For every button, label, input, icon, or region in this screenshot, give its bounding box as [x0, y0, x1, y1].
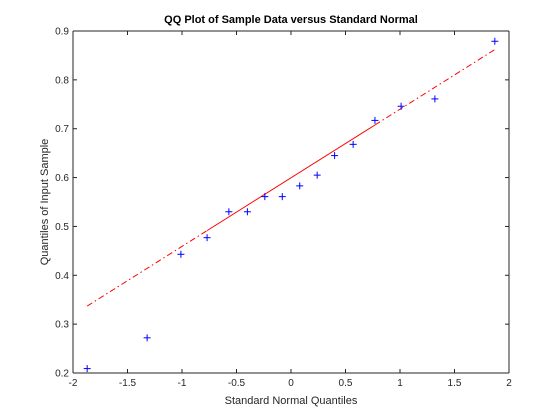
x-tick-label: 0 — [288, 378, 294, 389]
x-tick-label: -1 — [178, 378, 187, 389]
y-ticks-group: 0.2 0.3 0.4 0.5 0.6 0.7 0.8 0.9 — [55, 27, 509, 380]
x-ticks-group: -2 -1.5 -1 -0.5 0 0.5 1 1.5 2 — [69, 31, 512, 389]
data-point — [83, 365, 91, 373]
y-tick-label: 0.9 — [55, 27, 69, 38]
x-tick-label: 0.5 — [339, 378, 353, 389]
data-point — [371, 116, 379, 124]
x-tick-label: 1 — [397, 378, 403, 389]
x-tick-label: -2 — [69, 378, 78, 389]
data-point — [491, 37, 499, 45]
x-tick-label: 1.5 — [448, 378, 462, 389]
data-point — [278, 193, 286, 201]
data-point — [397, 102, 405, 110]
y-tick-label: 0.2 — [55, 369, 69, 380]
y-tick-label: 0.6 — [55, 173, 69, 184]
y-tick-label: 0.8 — [55, 75, 69, 86]
chart-title: QQ Plot of Sample Data versus Standard N… — [164, 14, 418, 26]
data-point — [243, 208, 251, 216]
x-tick-label: 2 — [506, 378, 512, 389]
reference-line-fit — [206, 124, 376, 232]
plot-area — [73, 31, 509, 373]
data-point — [143, 334, 151, 342]
data-point — [313, 171, 321, 179]
data-point — [225, 208, 233, 216]
y-tick-label: 0.7 — [55, 124, 69, 135]
data-point — [177, 250, 185, 258]
reference-line-lower-ext — [86, 230, 208, 307]
data-point — [431, 95, 439, 103]
x-tick-label: -0.5 — [228, 378, 246, 389]
x-tick-label: -1.5 — [119, 378, 137, 389]
data-points-group — [83, 37, 499, 373]
reference-line-upper-ext — [374, 49, 496, 126]
x-axis-label: Standard Normal Quantiles — [225, 395, 358, 407]
data-point — [203, 234, 211, 242]
y-tick-label: 0.5 — [55, 222, 69, 233]
data-point — [349, 140, 357, 148]
y-tick-label: 0.3 — [55, 320, 69, 331]
data-point — [331, 152, 339, 160]
reference-line-group — [86, 49, 496, 307]
y-axis-label: Quantiles of Input Sample — [39, 139, 51, 266]
data-point — [261, 193, 269, 201]
data-point — [296, 182, 304, 190]
y-tick-label: 0.4 — [55, 271, 69, 282]
